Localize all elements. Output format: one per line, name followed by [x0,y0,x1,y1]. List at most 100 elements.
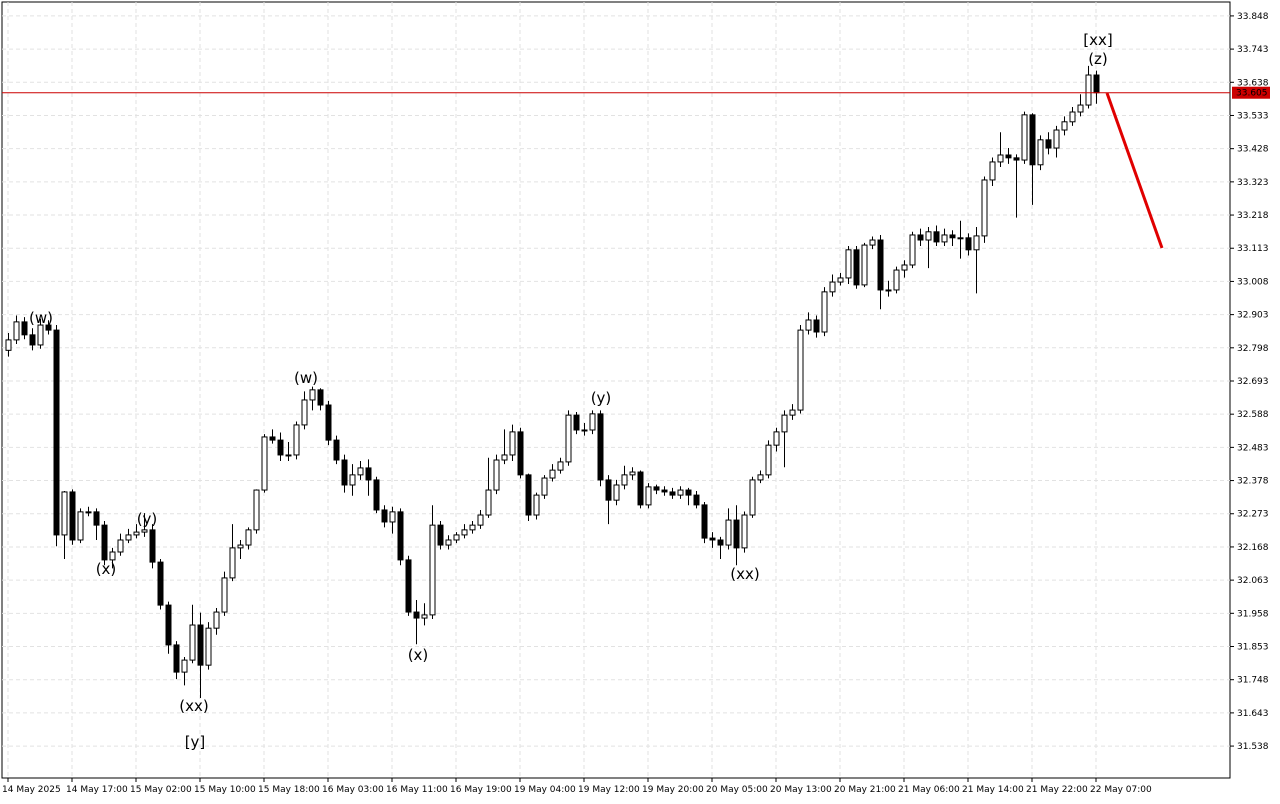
candle-body [717,539,724,546]
candle-body [1069,111,1076,123]
candle-body [677,489,684,496]
candle-body [421,614,428,619]
wave-label: (w) [29,309,53,327]
candle-body [429,524,436,616]
y-tick-label: 32.588 [1237,410,1269,420]
candle-body [1029,114,1036,166]
candle-body [125,534,132,541]
x-tick-label: 19 May 04:00 [514,785,576,795]
candle-body [829,281,836,293]
candle-body [533,494,540,516]
candle-body [941,234,948,243]
y-tick-label: 33.743 [1237,45,1269,55]
candle-body [13,321,20,341]
candle-body [325,404,332,441]
candle-body [69,491,76,541]
candle-body [309,389,316,401]
y-tick-label: 32.063 [1237,576,1269,586]
y-tick-label: 33.218 [1237,211,1269,221]
y-tick-label: 31.853 [1237,643,1269,653]
axes: 33.848 33.743 33.638 33.533 33.428 33.323 33.2… [2,12,1270,795]
candle-body [629,471,636,476]
x-tick-label: 15 May 18:00 [258,785,320,795]
wave-label: (xx) [730,565,759,583]
candle-body [365,467,372,481]
grid [2,2,1230,778]
candle-body [181,659,188,673]
x-tick-label: 14 May 17:00 [66,785,128,795]
candle-body [805,319,812,331]
candle-body [741,514,748,549]
candle-body [509,431,516,456]
candle-body [437,524,444,546]
wave-label: (z) [1088,50,1108,68]
candle-body [1077,104,1084,113]
wave-label: (y) [591,389,612,407]
candle-body [957,237,964,240]
y-tick-label: 32.798 [1237,344,1269,354]
x-tick-label: 15 May 10:00 [194,785,256,795]
candle-body [485,489,492,516]
candle-body [645,486,652,506]
candle-body [885,289,892,292]
x-tick-label: 21 May 14:00 [962,785,1024,795]
candle-body [605,479,612,501]
candle-body [701,504,708,539]
wave-label: (xx) [179,697,208,715]
candle-body [221,577,228,613]
wave-label: [xx] [1083,31,1112,49]
candle-body [653,486,660,491]
candle-body [749,479,756,516]
y-tick-label: 33.008 [1237,277,1269,287]
x-tick-label: 21 May 06:00 [898,785,960,795]
wave-label: (x) [408,646,429,664]
candle-body [789,409,796,416]
y-tick-label: 32.273 [1237,510,1269,520]
y-tick-label: 32.483 [1237,443,1269,453]
candle-body [685,489,692,496]
candle-body [1005,154,1012,159]
candle-body [93,511,100,526]
candle-body [277,439,284,456]
candle-body [1093,74,1100,94]
candle-body [853,249,860,286]
y-tick-label: 31.643 [1237,709,1269,719]
candle-body [53,329,60,536]
candle-body [989,161,996,181]
candle-body [613,484,620,501]
candle-body [285,454,292,457]
candle-body [357,467,364,476]
candle-body [141,529,148,533]
candle-body [381,509,388,523]
wave-label: (x) [96,560,117,578]
candle-body [173,644,180,673]
candle-body [949,234,956,239]
candle-body [197,624,204,666]
candle-body [1045,139,1052,149]
candle-body [525,474,532,516]
candle-body [669,491,676,496]
candle-body [837,277,844,283]
x-tick-label: 14 May 2025 [2,785,61,795]
candle-body [253,489,260,531]
candle-body [117,539,124,553]
current-price-label: 33.605 [1236,89,1268,99]
candle-body [501,454,508,461]
candles [5,65,1100,699]
y-tick-label: 31.748 [1237,676,1269,686]
candle-body [477,514,484,526]
candle-body [773,431,780,446]
candle-body [229,547,236,579]
candle-body [205,627,212,666]
candle-body [29,334,36,346]
candle-body [997,154,1004,163]
candle-body [317,389,324,406]
candle-body [469,524,476,531]
wave-label: (w) [294,369,318,387]
candle-body [157,561,164,606]
candle-body [597,413,604,481]
candle-body [85,511,92,514]
candle-body [781,414,788,433]
